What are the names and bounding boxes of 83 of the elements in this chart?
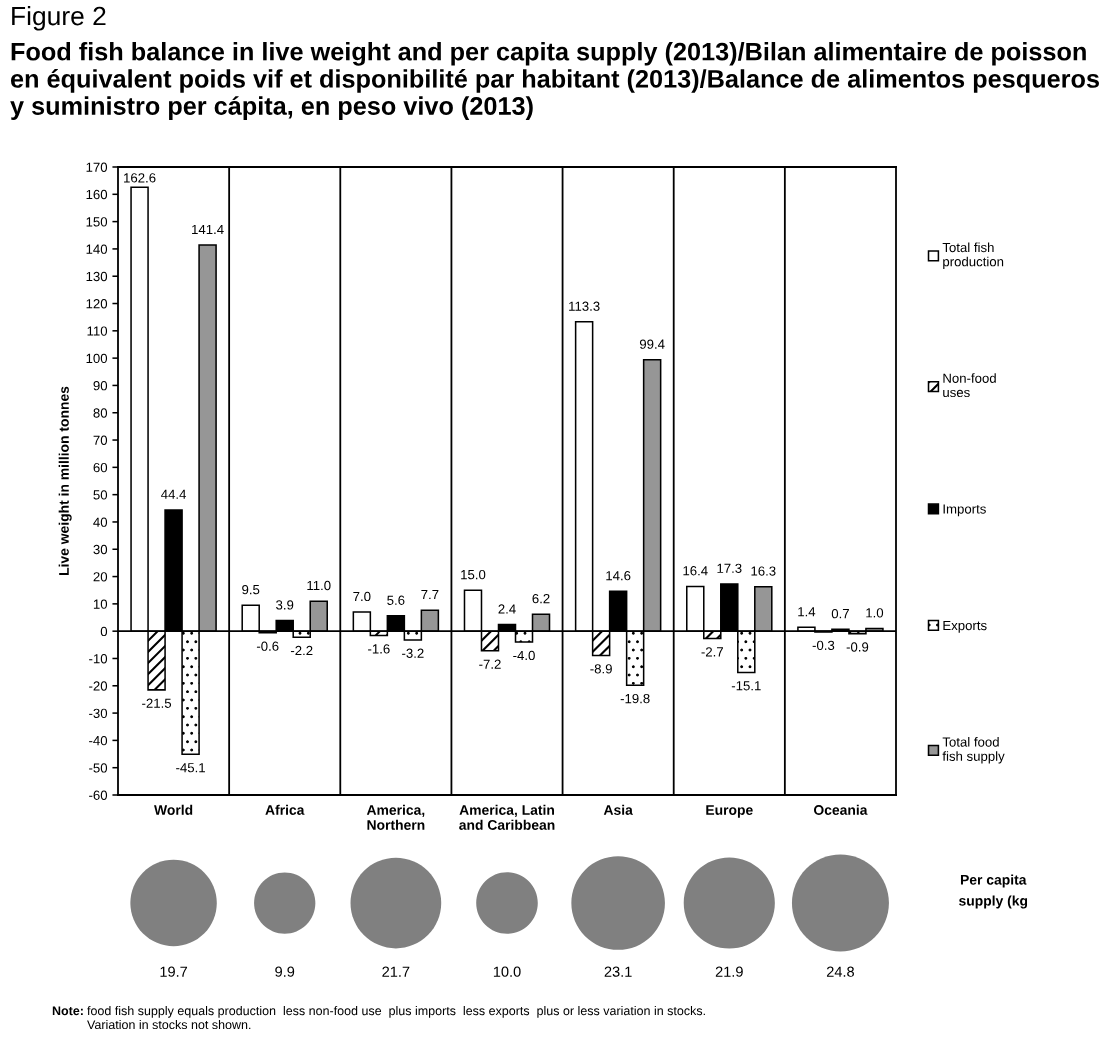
data-label: -21.5	[142, 698, 172, 708]
data-label: 1.0	[866, 608, 884, 618]
data-label: 11.0	[307, 580, 331, 591]
data-label: 21.7	[382, 966, 410, 977]
chart-subtitle: Food fish balance in live weight and per capita supply (2013)/Bilan alimentaire de poisson en équivalent poids vif et disponibilité par habitant (2013)/Balance de alimentos pesqueros y suministro per cápita, en peso vivo (2013)	[10, 42, 1099, 120]
data-label: 44.4	[161, 489, 187, 499]
y-tick-label: 150	[86, 217, 108, 227]
y-axis-title: Live weight in million tonnes	[58, 386, 72, 575]
y-tick-label: -50	[89, 763, 108, 773]
data-label: -8.9	[590, 664, 612, 674]
x-tick-label: Europe	[706, 805, 753, 818]
data-label: 19.7	[160, 966, 188, 977]
text: Per capita supply (kg	[959, 874, 1028, 909]
y-tick-label: 170	[86, 162, 108, 172]
y-tick-label: 100	[86, 353, 108, 364]
data-label: 7.0	[353, 591, 371, 602]
data-label: 99.4	[639, 339, 665, 349]
data-label: 5.6	[387, 595, 405, 605]
data-label: -7.2	[479, 659, 501, 669]
data-label: 113.3	[569, 301, 600, 311]
data-label: -19.8	[620, 693, 650, 704]
data-label: -0.9	[846, 642, 869, 652]
y-tick-label: 90	[93, 381, 108, 391]
data-label: 14.6	[606, 571, 631, 581]
data-label: 3.9	[276, 600, 294, 610]
data-label: -0.3	[812, 640, 835, 651]
x-tick-label: Africa	[265, 804, 305, 815]
data-label: 9.5	[242, 584, 260, 595]
legend-label: Exports	[943, 620, 987, 633]
x-tick-label: Oceania	[813, 804, 868, 815]
y-tick-label: 110	[87, 326, 108, 336]
data-label: 21.9	[715, 966, 743, 977]
y-tick-label: 140	[86, 244, 108, 254]
chart-title: Figure 2	[12, 6, 106, 31]
y-tick-label: 160	[86, 189, 108, 200]
data-label: 10.0	[493, 966, 521, 977]
y-tick-label: 10	[93, 599, 108, 609]
data-label: 17.3	[717, 563, 742, 573]
data-label: 16.3	[751, 566, 776, 576]
data-label: 2.4	[498, 604, 516, 614]
legend-label: Imports	[943, 504, 986, 517]
data-label: 7.7	[421, 590, 439, 600]
data-label: 15.0	[461, 569, 486, 580]
x-tick-label: World	[154, 804, 193, 815]
data-label: 16.4	[683, 566, 708, 576]
y-tick-label: 50	[93, 490, 108, 500]
y-tick-label: -20	[89, 681, 108, 691]
y-tick-label: 80	[93, 408, 108, 418]
data-label: -3.2	[402, 648, 424, 658]
y-tick-label: -10	[89, 654, 108, 664]
y-tick-label: 40	[93, 517, 108, 527]
y-tick-label: 70	[93, 435, 108, 445]
legend-label: Total food fish supply	[942, 737, 1005, 764]
y-tick-label: 20	[93, 572, 108, 582]
legend-label: Non-food uses	[943, 373, 996, 398]
data-label: 162.6	[124, 173, 156, 183]
data-label: 6.2	[532, 593, 550, 604]
data-label: -2.7	[701, 647, 723, 657]
text: Note: food fish supply equals production less non-food use plus imports less exports plus or less variation in stocks. Variation in stocks not shown.	[52, 1006, 705, 1030]
data-label: -4.0	[513, 650, 535, 661]
data-label: 9.9	[275, 966, 295, 977]
legend-label: Total fish production	[942, 242, 1004, 269]
y-tick-label: 120	[86, 299, 108, 309]
y-tick-label: -60	[89, 790, 108, 800]
x-tick-label: America, Latin and Caribbean	[459, 804, 555, 830]
data-label: 1.4	[798, 607, 816, 617]
data-label: 141.4	[192, 224, 224, 235]
data-label: -2.2	[290, 645, 313, 656]
data-label: -1.6	[368, 644, 390, 654]
data-label: 24.8	[826, 966, 854, 977]
x-tick-label: America, Northern	[366, 804, 425, 830]
data-label: -45.1	[176, 763, 205, 773]
y-tick-label: 60	[93, 462, 108, 473]
data-label: -15.1	[731, 681, 761, 691]
data-label: 0.7	[831, 608, 849, 619]
y-tick-label: -40	[89, 735, 108, 746]
y-tick-label: 30	[93, 544, 108, 555]
y-tick-label: 130	[86, 271, 108, 282]
data-label: -0.6	[256, 641, 279, 651]
y-tick-label: 0	[100, 626, 108, 637]
y-tick-label: -30	[89, 708, 108, 718]
x-tick-label: Asia	[603, 804, 633, 815]
data-label: 23.1	[604, 966, 632, 977]
